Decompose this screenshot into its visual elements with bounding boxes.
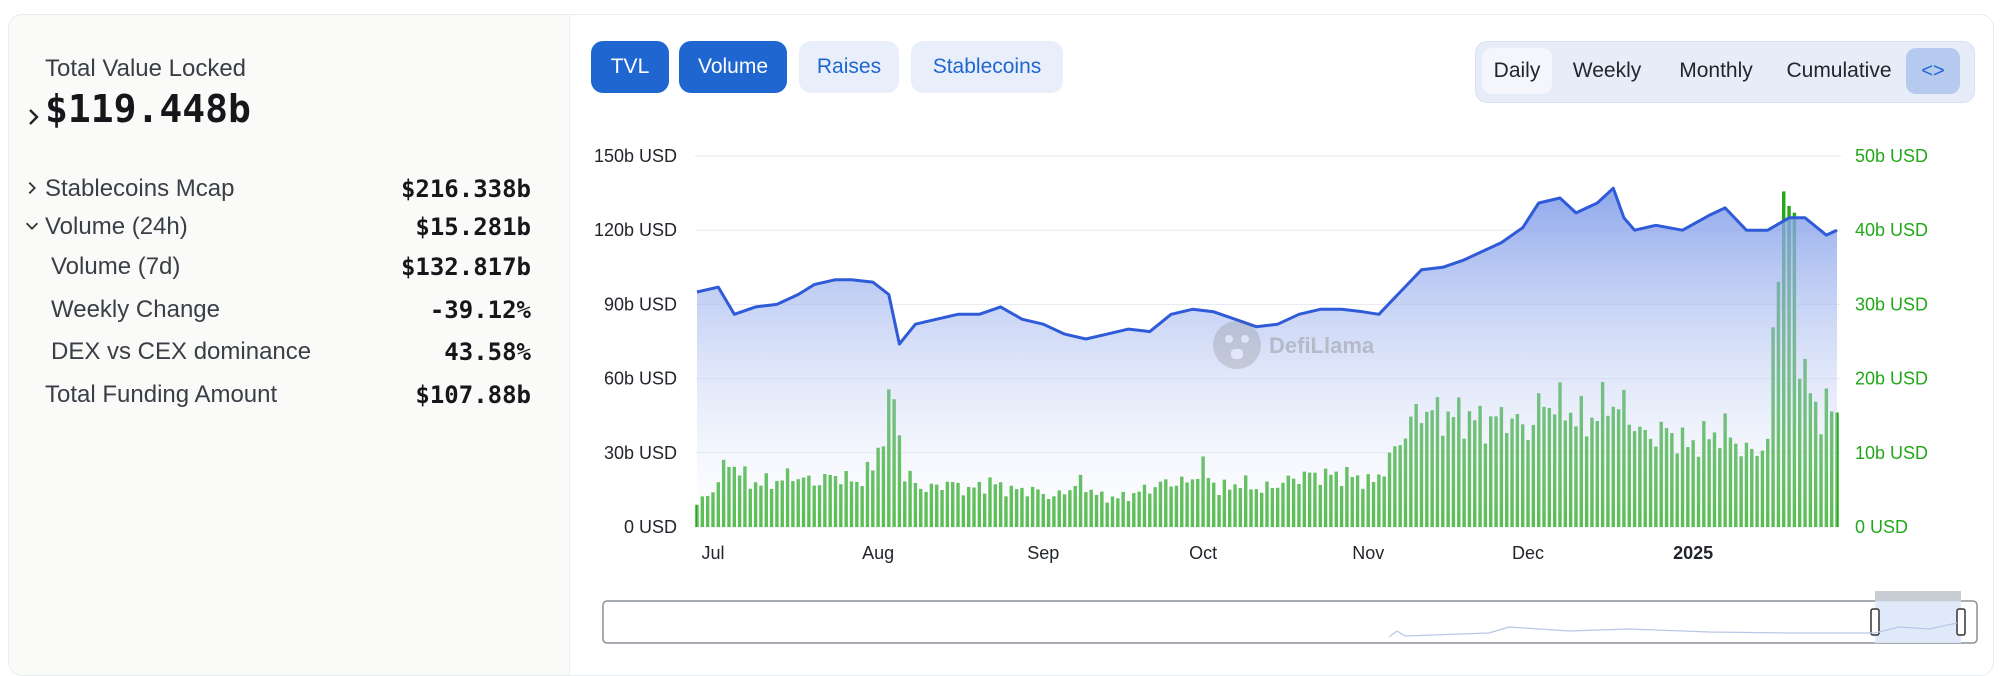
brush-left-handle[interactable] [1870,608,1880,636]
period-weekly[interactable]: Weekly [1572,59,1642,82]
brush-right-handle[interactable] [1956,608,1966,636]
x-tick-label: Nov [1352,543,1384,563]
y-right-tick-label: 20b USD [1855,369,1928,389]
y-left-tick-label: 30b USD [604,443,677,463]
x-tick-label: Aug [862,543,894,563]
brush-track[interactable] [602,600,1978,644]
y-left-tick-label: 0 USD [624,517,677,537]
y-right-tick-label: 10b USD [1855,443,1928,463]
dashboard-card: Total Value Locked $119.448b Stablecoins… [8,14,1994,676]
period-cumulative[interactable]: Cumulative [1786,59,1892,82]
y-right-tick-label: 30b USD [1855,294,1928,314]
period-monthly[interactable]: Monthly [1679,59,1753,82]
stat-row-stablecoins-mcap[interactable]: Stablecoins Mcap $216.338b [9,171,569,205]
stat-value: $132.817b [400,253,531,281]
y-left-tick-label: 120b USD [594,220,677,240]
period-daily[interactable]: Daily [1482,48,1552,94]
tvl-volume-chart: DefiLlama 0 USD 0 USD 30b USD 10b USD 60b US… [594,146,1978,644]
stat-label: Volume (7d) [51,253,181,280]
stat-label: DEX vs CEX dominance [51,338,312,365]
tvl-area-fill [697,188,1837,527]
x-tick-label: 2025 [1673,543,1713,563]
y-left-tick-label: 90b USD [604,294,677,314]
code-brackets-icon[interactable]: <> [1906,48,1960,94]
stat-value: $216.338b [400,175,531,203]
tvl-label: Total Value Locked [45,55,247,82]
stat-label: Volume (24h) [45,213,188,240]
range-brush[interactable] [602,591,1978,644]
stat-row-volume-7d: Volume (7d) $132.817b [9,249,569,283]
watermark-text: DefiLlama [1269,333,1375,358]
stat-value: -39.12% [429,296,531,324]
tab-volume[interactable]: Volume [679,41,787,93]
x-tick-label: Dec [1512,543,1544,563]
tvl-line [696,186,1838,346]
stat-value: $107.88b [415,381,531,409]
llama-logo-icon [1213,321,1261,369]
chevron-right-icon[interactable] [23,107,43,127]
summary-panel: Total Value Locked $119.448b Stablecoins… [9,15,570,675]
y-left-tick-label: 150b USD [594,146,677,166]
y-right-tick-label: 50b USD [1855,146,1928,166]
stat-label: Stablecoins Mcap [45,175,235,202]
stat-value: 43.58% [444,338,531,366]
y-right-tick-label: 0 USD [1855,517,1908,537]
brush-selection-handle[interactable] [1875,591,1961,601]
stat-row-weekly-change: Weekly Change -39.12% [9,292,569,326]
tab-tvl[interactable]: TVL [591,41,669,93]
y-left-tick-label: 60b USD [604,369,677,389]
stat-label: Weekly Change [51,296,220,323]
x-tick-label: Oct [1189,543,1217,563]
chevron-right-icon[interactable] [23,179,41,197]
tvl-area [696,186,1838,527]
tab-stablecoins[interactable]: Stablecoins [911,41,1063,93]
chevron-down-icon[interactable] [23,217,41,235]
tvl-value: $119.448b [45,87,251,131]
y-right-tick-label: 40b USD [1855,220,1928,240]
brush-preview-line [1388,622,1958,638]
stat-row-total-funding: Total Funding Amount $107.88b [9,377,569,411]
stat-label: Total Funding Amount [45,381,278,408]
stat-row-dex-vs-cex: DEX vs CEX dominance 43.58% [9,334,569,368]
x-tick-label: Jul [701,543,724,563]
stat-value: $15.281b [415,213,531,241]
brush-selection[interactable] [1875,601,1961,643]
stat-row-volume-24h[interactable]: Volume (24h) $15.281b [9,209,569,243]
axes: 0 USD 0 USD 30b USD 10b USD 60b USD 20b USD 90… [594,146,1928,563]
tab-raises[interactable]: Raises [799,41,899,93]
x-tick-label: Sep [1027,543,1059,563]
watermark: DefiLlama [1213,321,1375,369]
period-selector: Daily Weekly Monthly Cumulative <> [1475,41,1975,103]
